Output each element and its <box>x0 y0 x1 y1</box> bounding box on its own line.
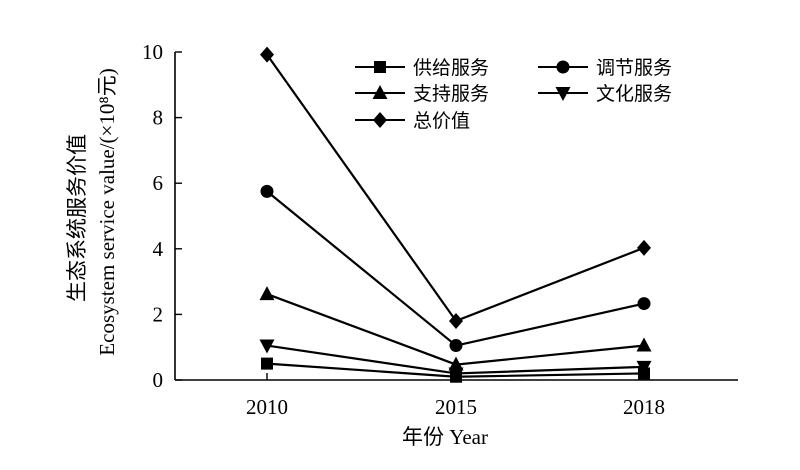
series-triangle-down <box>259 339 652 382</box>
data-point <box>637 239 651 256</box>
y-axis-title-cn: 生态系统服务价值 <box>65 134 89 302</box>
legend-marker <box>374 61 386 73</box>
legend-label: 调节服务 <box>596 57 672 79</box>
series-triangle-up <box>259 286 652 371</box>
x-axis-title: 年份 Year <box>402 425 488 449</box>
legend-item: 支持服务 <box>355 83 489 105</box>
legend-item: 调节服务 <box>538 57 672 79</box>
y-tick-label: 8 <box>153 106 164 130</box>
y-tick-label: 6 <box>153 171 164 195</box>
legend-label: 支持服务 <box>413 83 489 105</box>
legend-item: 供给服务 <box>355 57 489 79</box>
legend-label: 总价值 <box>413 110 470 132</box>
legend-marker <box>556 60 570 74</box>
y-tick-label: 10 <box>142 40 163 64</box>
data-point <box>259 286 275 301</box>
legend-marker <box>373 112 387 128</box>
data-point <box>259 339 275 354</box>
series-circle <box>260 184 651 353</box>
x-tick-label: 2010 <box>246 395 288 419</box>
legend-item: 总价值 <box>355 110 470 132</box>
y-tick-label: 0 <box>153 368 164 392</box>
data-point <box>261 357 273 370</box>
data-point <box>260 184 274 198</box>
chart-axes: 0 2 4 6 8 10 2010 2015 2018 <box>142 40 738 419</box>
data-point <box>260 46 274 63</box>
legend-label: 供给服务 <box>413 57 489 79</box>
legend-marker <box>372 85 388 99</box>
data-point <box>449 312 463 329</box>
data-point <box>636 360 652 375</box>
series-layer <box>259 46 652 383</box>
y-tick-label: 2 <box>153 302 164 326</box>
x-tick-label: 2015 <box>435 395 477 419</box>
legend-label: 文化服务 <box>596 83 672 105</box>
data-point <box>637 297 651 311</box>
legend-marker <box>555 87 571 101</box>
data-point <box>636 337 652 352</box>
data-point <box>448 367 464 382</box>
series-diamond <box>260 46 651 329</box>
y-axis-title-en: Ecosystem service value/(×10⁸元) <box>95 68 119 355</box>
legend-item: 文化服务 <box>538 83 672 105</box>
x-tick-label: 2018 <box>623 395 665 419</box>
data-point <box>449 339 463 353</box>
y-tick-label: 4 <box>153 237 164 261</box>
data-point <box>448 356 464 371</box>
